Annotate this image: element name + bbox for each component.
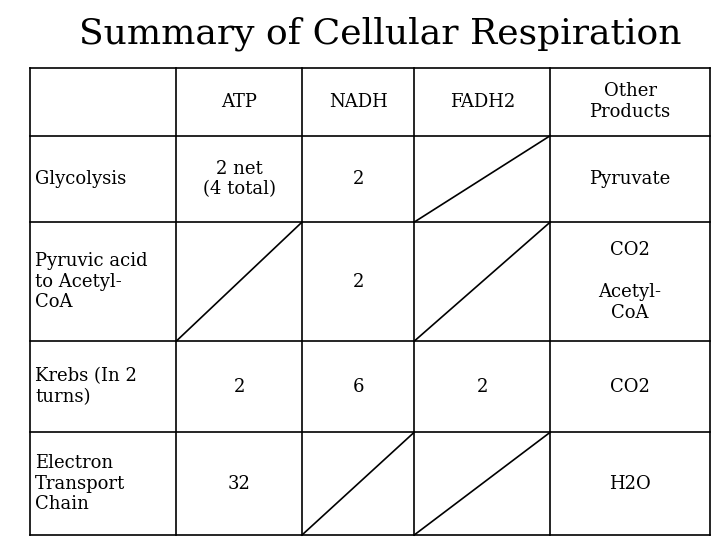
Text: FADH2: FADH2 [449,93,515,111]
Text: ATP: ATP [221,93,257,111]
Text: H2O: H2O [609,475,651,492]
Text: Krebs (In 2
turns): Krebs (In 2 turns) [35,367,137,406]
Text: NADH: NADH [329,93,387,111]
Text: CO2: CO2 [610,377,650,396]
Text: 2: 2 [233,377,245,396]
Text: Pyruvic acid
to Acetyl-
CoA: Pyruvic acid to Acetyl- CoA [35,252,148,312]
Text: CO2

Acetyl-
CoA: CO2 Acetyl- CoA [598,241,662,322]
Text: 6: 6 [352,377,364,396]
Text: Glycolysis: Glycolysis [35,170,126,188]
Text: Electron
Transport
Chain: Electron Transport Chain [35,454,125,514]
Text: 32: 32 [228,475,251,492]
Text: Pyruvate: Pyruvate [590,170,671,188]
Text: Summary of Cellular Respiration: Summary of Cellular Respiration [78,17,681,51]
Text: 2: 2 [352,170,364,188]
Text: 2 net
(4 total): 2 net (4 total) [202,159,276,198]
Text: 2: 2 [477,377,488,396]
Text: Other
Products: Other Products [590,83,670,122]
Text: 2: 2 [352,273,364,291]
